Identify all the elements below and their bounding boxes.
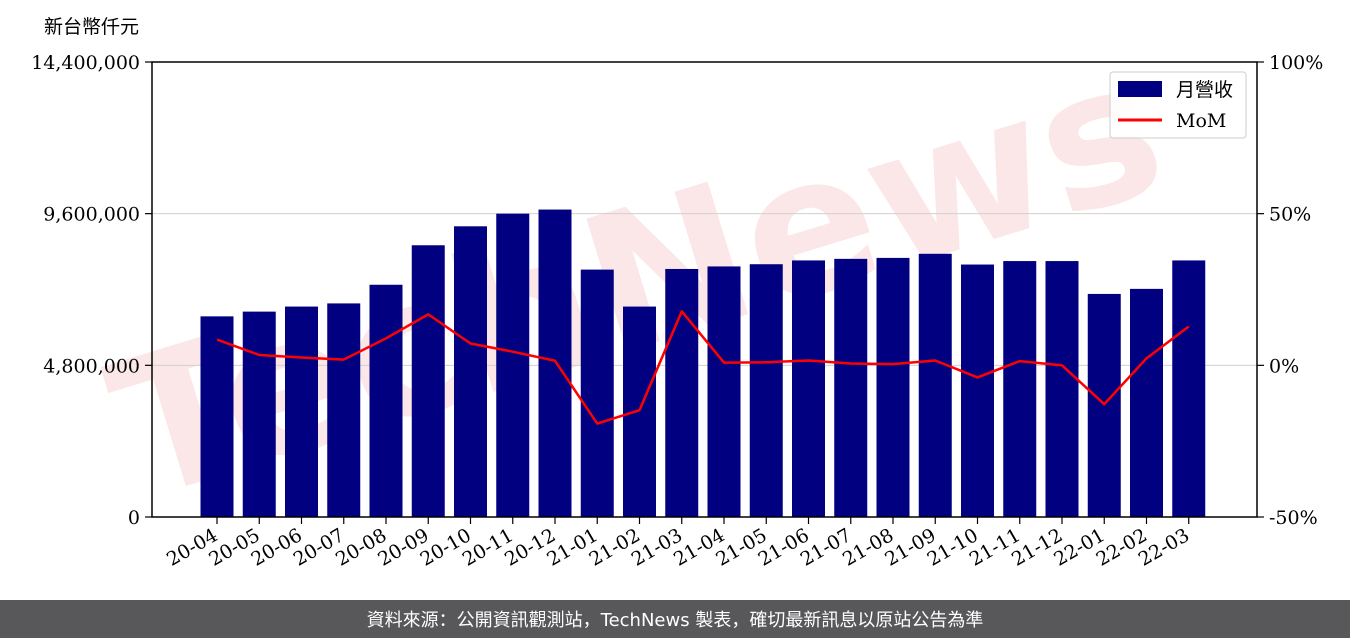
bar-21-10 [961,264,994,517]
legend-bar-swatch [1118,81,1162,97]
bar-21-12 [1045,261,1079,517]
source-footer: 資料來源：公開資訊觀測站，TechNews 製表，確切最新訊息以原站公告為準 [0,600,1350,638]
bar-21-01 [580,269,614,517]
bar-21-09 [918,253,952,517]
right-tick-label: 0% [1269,355,1299,377]
bar-20-12 [538,209,572,517]
bar-21-05 [749,264,783,517]
chart: TechNews 0 4,800,000 9,600,000 14,400,000 -5… [31,16,1323,571]
bar-21-08 [876,257,910,517]
right-tick-label: 100% [1269,52,1323,74]
bar-21-06 [792,260,825,517]
left-tick-label: 9,600,000 [43,204,140,226]
legend: 月營收 MoM [1109,71,1247,139]
bar-21-07 [834,258,868,517]
chart-svg: TechNews 04,800,0009,600,00014,400,000-5… [31,16,1323,571]
bar-20-07 [327,303,361,517]
bar-20-10 [454,226,487,518]
bar-21-11 [1003,261,1037,517]
legend-bar-label: 月營收 [1176,79,1233,101]
right-tick-label: 50% [1269,204,1311,226]
mom-line [216,310,1190,425]
left-tick-label: 0 [128,507,140,529]
bar-21-02 [623,306,656,517]
bar-22-03 [1172,260,1206,517]
plot-frame [151,61,1258,518]
bar-20-05 [242,311,276,517]
bar-22-01 [1087,293,1121,517]
left-tick-label: 4,800,000 [43,355,140,377]
left-tick-label: 14,400,000 [31,52,140,74]
legend-line-label: MoM [1176,110,1226,132]
bar-22-02 [1130,288,1163,517]
bar-series [200,209,1206,518]
bar-20-11 [496,213,530,517]
bar-20-08 [369,284,403,517]
y-unit-label: 新台幣仟元 [44,16,139,38]
bar-20-04 [200,316,234,517]
bar-21-03 [665,268,699,517]
right-tick-label: -50% [1269,507,1318,529]
bar-20-06 [285,306,318,517]
source-text: 資料來源：公開資訊觀測站，TechNews 製表，確切最新訊息以原站公告為準 [366,610,984,631]
bar-21-04 [707,266,741,517]
line-series [216,310,1190,425]
bar-20-09 [411,245,445,517]
